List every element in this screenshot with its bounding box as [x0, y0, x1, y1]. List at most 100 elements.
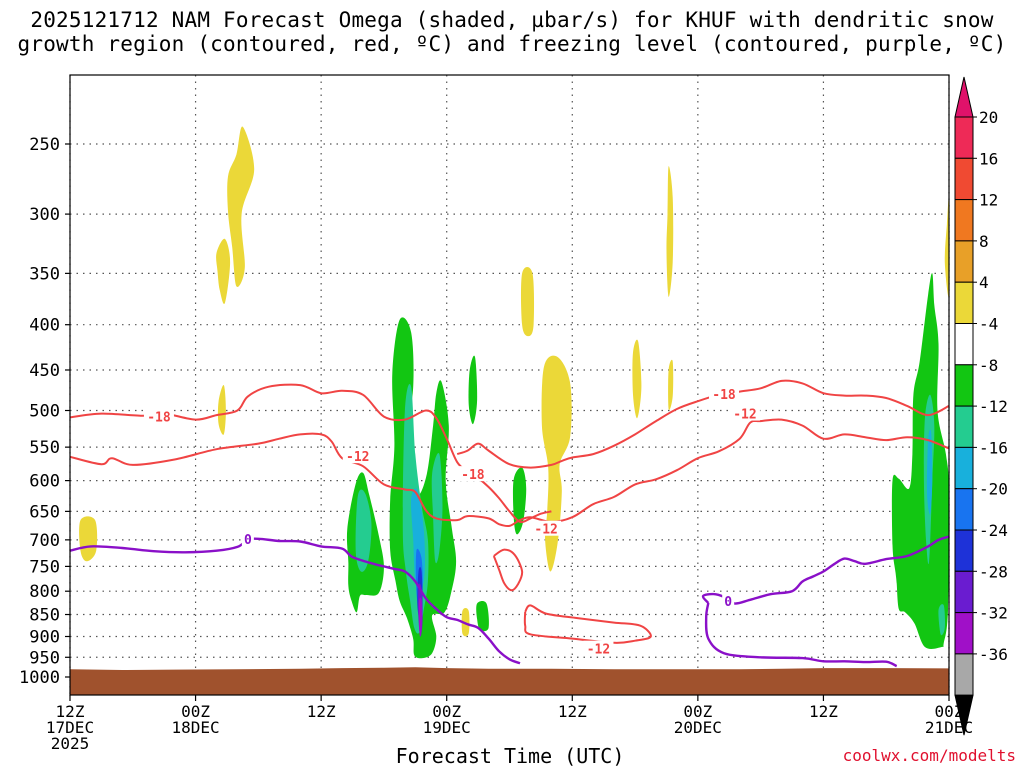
freezing-contour-label-2: 0: [724, 595, 732, 610]
freezing-contour-2: [704, 602, 898, 668]
y-tick-label-300: 300: [29, 205, 60, 225]
dgz-contour-label-2: -18: [461, 468, 485, 483]
x-tick-label-time-60: 00Z: [683, 702, 712, 721]
x-tick-label-year-0: 2025: [51, 734, 90, 753]
omega-region-magenta-27: [418, 597, 422, 637]
x-tick-label-time-12: 00Z: [181, 702, 210, 721]
y-tick-label-550: 550: [29, 438, 60, 458]
omega-region-yellow-1: [216, 238, 231, 304]
omega-region-green-16: [891, 273, 949, 649]
y-tick-label-900: 900: [29, 627, 60, 647]
colorbar-label-4: 4: [979, 273, 989, 292]
dgz-contour-3: [492, 548, 524, 592]
x-tick-label-time-72: 12Z: [809, 702, 838, 721]
dgz-contour-label-4: -18: [712, 388, 736, 403]
dgz-contour-2: [70, 418, 949, 528]
colorbar-label-8: -16: [979, 438, 1008, 457]
dgz-contour-0: [70, 383, 552, 524]
colorbar-swatch-9: [954, 488, 974, 531]
colorbar-label-3: 8: [979, 232, 989, 251]
dgz-label-bg-5: [729, 405, 760, 421]
colorbar-label-6: -8: [979, 356, 998, 375]
colorbar-swatch-1: [954, 157, 974, 201]
omega-region-green-14: [476, 600, 489, 632]
x-tick-label-date-36: 19DEC: [423, 718, 471, 737]
grid-lines: [69, 75, 950, 695]
colorbar-swatch-11: [954, 570, 974, 614]
omega-region-yellow-6: [632, 339, 642, 419]
y-tick-label-250: 250: [29, 135, 60, 155]
omega-shaded-regions: [79, 126, 949, 659]
freezing-label-bg-2: [722, 593, 735, 609]
x-tick-label-time-36: 00Z: [432, 702, 461, 721]
colorbar-swatch-10: [954, 529, 974, 572]
omega-region-yellow-8: [668, 359, 674, 411]
colorbar-label-11: -28: [979, 562, 1008, 581]
freezing-contour-label: 0: [244, 533, 252, 548]
chart-title-line-1: 2025121712 NAM Forecast Omega (shaded, µ…: [30, 8, 994, 32]
dgz-label-bg-1: [342, 448, 373, 464]
terrain-layer: [70, 667, 949, 695]
y-tick-label-350: 350: [29, 264, 60, 284]
contour-labels: -18 -12 -18 -12 -18 -12 -12 0 0: [143, 386, 760, 658]
omega-region-yellow-0: [227, 126, 255, 288]
dgz-contour-4: [523, 604, 652, 644]
y-tick-label-700: 700: [29, 531, 60, 551]
colorbar-label-10: -24: [979, 521, 1008, 540]
y-tick-label-950: 950: [29, 648, 60, 668]
y-tick-label-800: 800: [29, 582, 60, 602]
axes: 2503003504004505005506006507007508008509…: [19, 74, 973, 753]
x-tick-label-time-24: 12Z: [307, 702, 336, 721]
source-credit: coolwx.com/modelts: [842, 746, 1016, 765]
omega-region-yellow-7: [666, 166, 674, 297]
colorbar-swatch-12: [954, 612, 974, 655]
dgz-contour-label-6: -12: [587, 643, 610, 658]
colorbar-swatch-6: [954, 364, 974, 407]
y-tick-label-650: 650: [29, 502, 60, 522]
colorbar-swatch-8: [954, 446, 974, 490]
omega-region-yellow-9: [944, 198, 949, 297]
colorbar-label-5: -4: [979, 315, 998, 334]
colorbar-label-7: -12: [979, 397, 1008, 416]
dgz-contour-label-3: -12: [534, 523, 557, 538]
omega-region-yellow-2: [217, 384, 226, 435]
chart-title-line-2: growth region (contoured, red, ºC) and f…: [17, 32, 1007, 56]
colorbar-label-2: 12: [979, 191, 998, 210]
x-tick-label-time-48: 12Z: [558, 702, 587, 721]
terrain-fill: [70, 667, 949, 695]
colorbar-swatch-7: [954, 405, 974, 448]
dgz-contour-label-0: -18: [147, 411, 171, 426]
omega-region-teal-17: [355, 489, 372, 572]
y-tick-label-850: 850: [29, 606, 60, 626]
x-tick-label-date-0: 17DEC: [46, 718, 94, 737]
y-tick-label-750: 750: [29, 557, 60, 577]
dgz-contour-1: [456, 379, 949, 469]
x-tick-label-time-84: 00Z: [935, 702, 964, 721]
omega-region-yellow-3: [79, 516, 98, 562]
dgz-label-bg-2: [457, 466, 488, 482]
omega-region-teal-21: [938, 604, 945, 636]
omega-region-yellow-4: [520, 266, 535, 337]
colorbar-swatch-5: [954, 323, 974, 366]
plot-frame: [69, 74, 950, 696]
y-tick-label-1000: 1000: [19, 668, 60, 688]
colorbar-bottom-triangle: [954, 694, 974, 736]
dgz-label-bg-0: [143, 408, 174, 424]
x-tick-label-time-0: 12Z: [56, 702, 85, 721]
dgz-label-bg-3: [531, 520, 562, 536]
y-tick-label-500: 500: [29, 402, 60, 422]
contour-lines: [70, 379, 949, 668]
colorbar-swatch-0: [954, 116, 974, 159]
y-tick-label-600: 600: [29, 472, 60, 492]
omega-region-cyan-23: [926, 429, 933, 515]
dgz-label-bg-4: [709, 386, 740, 402]
colorbar-label-9: -20: [979, 480, 1008, 499]
colorbar: 20 16 12 8 4 -4 -8 -12 -16 -20 -24 -28 -32 -36: [954, 76, 1008, 736]
omega-region-green-15: [512, 467, 527, 535]
colorbar-label-12: -32: [979, 604, 1008, 623]
y-tick-label-400: 400: [29, 316, 60, 336]
y-tick-label-450: 450: [29, 361, 60, 381]
freezing-contour-0: [70, 537, 521, 665]
dgz-contour-label-5: -12: [733, 408, 756, 423]
